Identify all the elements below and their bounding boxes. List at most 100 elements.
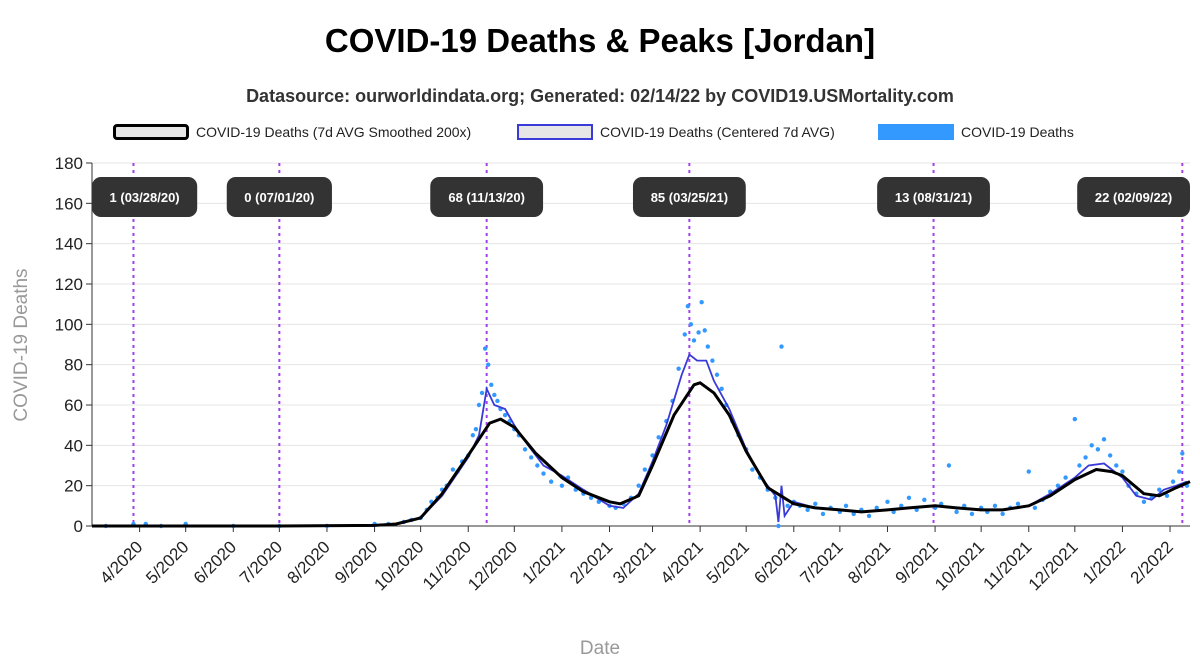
data-point xyxy=(1180,451,1185,456)
series-line-smoothed xyxy=(92,381,1191,528)
data-point xyxy=(1095,447,1101,452)
data-point xyxy=(676,366,681,371)
data-point xyxy=(885,499,890,504)
legend: COVID-19 Deaths (7d AVG Smoothed 200x) C… xyxy=(0,124,1200,146)
data-point xyxy=(656,435,661,440)
x-tick-label: 11/2021 xyxy=(980,537,1036,593)
y-tick-label: 140 xyxy=(55,235,83,254)
data-point xyxy=(1026,469,1031,474)
chart-title: COVID-19 Deaths & Peaks [Jordan] xyxy=(324,22,876,59)
x-axis-label: Date xyxy=(579,638,621,659)
data-point xyxy=(954,509,959,515)
data-point xyxy=(548,479,554,484)
data-point xyxy=(642,467,648,472)
data-point xyxy=(1015,501,1021,507)
peak-label-box xyxy=(1077,177,1190,217)
data-point xyxy=(492,392,497,398)
data-point xyxy=(805,507,810,513)
x-tick-label: 4/2021 xyxy=(657,537,707,587)
y-tick-label: 120 xyxy=(55,275,83,294)
data-point xyxy=(1083,455,1088,460)
legend-item-deaths[interactable]: COVID-19 Deaths xyxy=(878,124,1074,140)
x-tick-label: 6/2020 xyxy=(190,537,240,587)
data-point xyxy=(785,503,790,509)
legend-label-centered-avg: COVID-19 Deaths (Centered 7d AVG) xyxy=(600,124,835,140)
data-point xyxy=(541,471,546,476)
peak-label: 13 (08/31/21) xyxy=(895,190,972,205)
data-point xyxy=(969,511,975,517)
data-point xyxy=(922,497,927,502)
data-point xyxy=(479,390,485,396)
data-point xyxy=(1000,511,1005,517)
x-tick-label: 4/2020 xyxy=(96,537,146,587)
data-point xyxy=(691,338,697,343)
data-point xyxy=(1055,483,1061,488)
y-tick-label: 60 xyxy=(64,396,83,415)
x-tick-label: 2/2021 xyxy=(566,537,616,587)
data-point xyxy=(1114,463,1119,468)
data-point xyxy=(486,362,491,367)
data-point xyxy=(1157,487,1162,492)
peak-label: 1 (03/28/20) xyxy=(110,190,180,205)
data-point xyxy=(705,344,711,349)
data-point xyxy=(636,483,641,488)
x-tick-label: 12/2020 xyxy=(464,537,521,594)
data-point xyxy=(502,412,508,418)
data-point xyxy=(529,455,534,460)
data-point xyxy=(779,344,784,349)
y-tick-label: 100 xyxy=(55,315,83,334)
data-point xyxy=(535,463,540,468)
peak-label-box xyxy=(632,177,746,217)
data-point xyxy=(851,511,856,517)
x-tick-label: 12/2021 xyxy=(1025,537,1082,594)
data-point xyxy=(688,322,694,327)
x-tick-label: 10/2021 xyxy=(931,537,988,594)
data-point xyxy=(1032,505,1038,511)
data-point xyxy=(1107,453,1113,458)
data-point xyxy=(470,433,476,438)
peak-label: 22 (02/09/22) xyxy=(1095,190,1172,205)
legend-item-centered-avg[interactable]: COVID-19 Deaths (Centered 7d AVG) xyxy=(517,124,835,140)
data-point xyxy=(482,346,488,351)
data-point xyxy=(1101,437,1107,442)
legend-swatch-smoothed xyxy=(113,124,189,140)
x-tick-label: 6/2021 xyxy=(750,537,800,587)
data-point xyxy=(906,495,912,500)
peak-label-box xyxy=(92,177,198,217)
data-point xyxy=(710,358,715,363)
peak-label: 0 (07/01/20) xyxy=(244,190,314,205)
series-line-centered-avg xyxy=(92,353,1188,527)
data-point xyxy=(1141,499,1147,504)
data-point xyxy=(1089,443,1094,448)
y-tick-label: 80 xyxy=(64,356,83,375)
data-point xyxy=(1063,475,1068,480)
data-point xyxy=(702,328,707,333)
data-point xyxy=(992,503,998,509)
legend-label-smoothed: COVID-19 Deaths (7d AVG Smoothed 200x) xyxy=(196,124,472,140)
data-point xyxy=(1077,463,1082,468)
peak-label: 85 (03/25/21) xyxy=(651,190,728,205)
data-point xyxy=(1120,469,1125,474)
x-tick-label: 1/2021 xyxy=(519,537,569,587)
data-point xyxy=(776,523,781,529)
y-tick-label: 20 xyxy=(64,477,83,496)
y-tick-label: 40 xyxy=(64,436,83,455)
x-tick-label: 11/2020 xyxy=(419,537,475,593)
data-point xyxy=(946,463,952,468)
data-point xyxy=(899,503,904,509)
data-point xyxy=(682,332,687,337)
data-point xyxy=(699,299,704,305)
peak-label-box xyxy=(877,177,990,217)
data-point xyxy=(714,372,720,377)
x-tick-label: 10/2020 xyxy=(371,537,428,594)
x-tick-label: 5/2020 xyxy=(142,537,192,587)
data-point xyxy=(874,505,879,511)
x-tick-label: 8/2021 xyxy=(844,537,894,587)
legend-swatch-centered-avg xyxy=(517,124,593,140)
data-point xyxy=(685,303,691,309)
data-point xyxy=(1177,469,1182,474)
legend-item-smoothed[interactable]: COVID-19 Deaths (7d AVG Smoothed 200x) xyxy=(113,124,471,140)
data-point xyxy=(750,467,755,472)
x-tick-label: 8/2020 xyxy=(284,537,334,587)
